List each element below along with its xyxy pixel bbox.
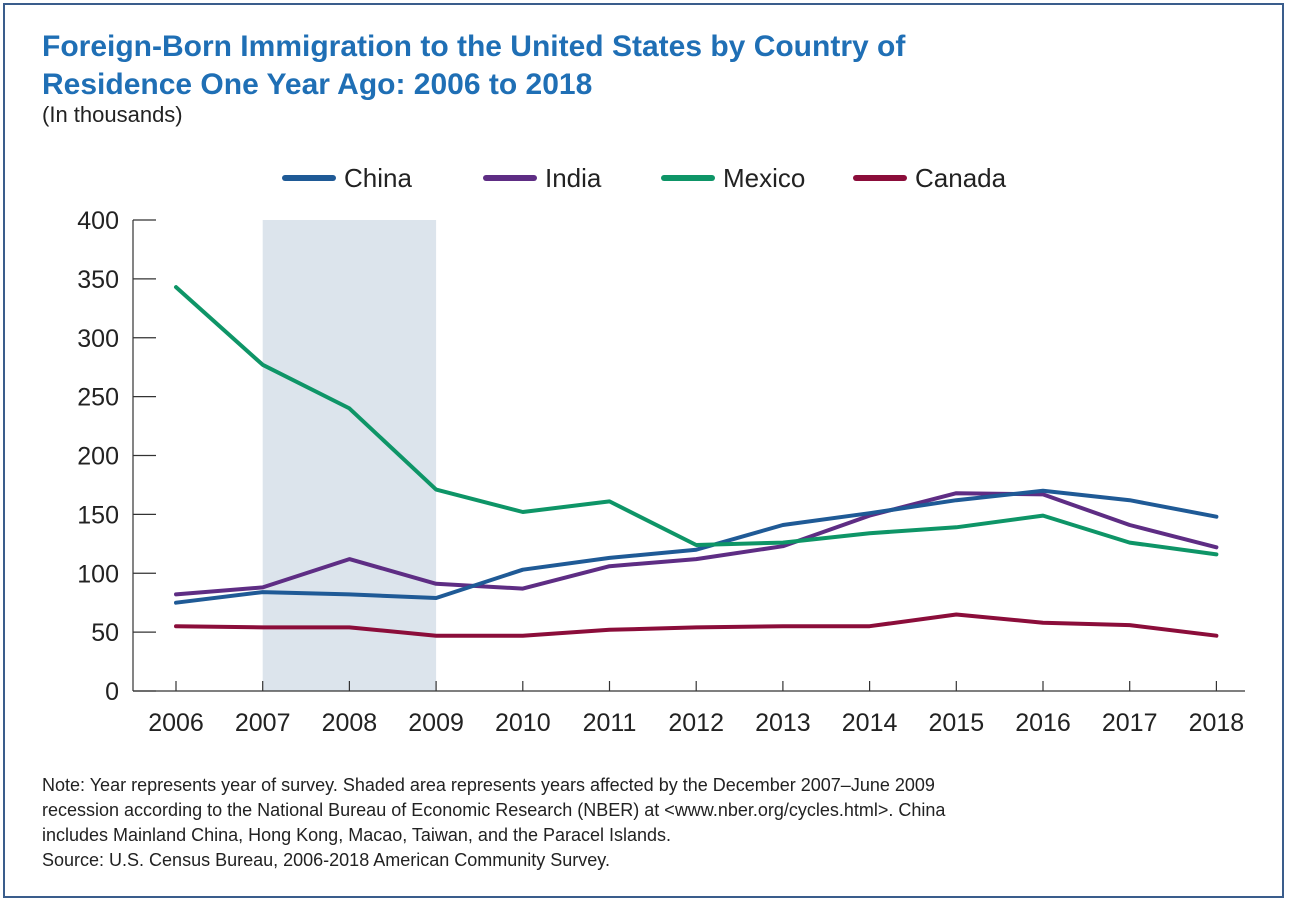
data-point-china — [174, 601, 178, 605]
legend-label-mexico: Mexico — [723, 163, 805, 193]
x-tick-label: 2009 — [408, 709, 464, 737]
data-point-india — [781, 544, 785, 548]
data-point-mexico — [954, 525, 958, 529]
data-point-india — [174, 592, 178, 596]
data-point-canada — [1214, 634, 1218, 638]
data-point-canada — [868, 624, 872, 628]
x-tick-label: 2015 — [928, 709, 984, 737]
data-point-china — [1128, 498, 1132, 502]
x-tick-label: 2007 — [235, 709, 291, 737]
data-point-china — [347, 592, 351, 596]
data-point-canada — [174, 624, 178, 628]
x-tick-label: 2013 — [755, 709, 811, 737]
series-line-mexico — [174, 285, 1219, 557]
y-tick-label: 400 — [77, 207, 119, 235]
data-point-china — [261, 590, 265, 594]
data-point-mexico — [608, 499, 612, 503]
data-point-mexico — [694, 543, 698, 547]
data-point-mexico — [1128, 541, 1132, 545]
data-point-india — [954, 491, 958, 495]
y-tick-label: 300 — [77, 325, 119, 353]
data-point-india — [521, 587, 525, 591]
data-point-canada — [1128, 623, 1132, 627]
data-point-canada — [521, 634, 525, 638]
data-point-china — [434, 596, 438, 600]
x-tick-label: 2012 — [668, 709, 724, 737]
chart-note: Note: Year represents year of survey. Sh… — [42, 773, 1262, 873]
y-tick-label: 100 — [77, 560, 119, 588]
data-point-india — [1128, 523, 1132, 527]
data-point-india — [1214, 545, 1218, 549]
series-line-canada — [174, 612, 1219, 638]
data-point-india — [694, 557, 698, 561]
data-point-canada — [694, 625, 698, 629]
y-tick-label: 150 — [77, 501, 119, 529]
chart-frame — [3, 3, 1284, 898]
chart-title: Foreign-Born Immigration to the United S… — [42, 28, 1242, 104]
chart-subtitle: (In thousands) — [42, 102, 183, 127]
note-line-3: includes Mainland China, Hong Kong, Maca… — [42, 825, 672, 845]
y-tick-label: 350 — [77, 266, 119, 294]
data-point-mexico — [174, 285, 178, 289]
x-tick-label: 2008 — [322, 709, 378, 737]
source-line: Source: U.S. Census Bureau, 2006-2018 Am… — [42, 850, 610, 870]
legend-label-canada: Canada — [915, 163, 1007, 193]
data-point-mexico — [434, 488, 438, 492]
note-line-2: recession according to the National Bure… — [42, 800, 946, 820]
x-tick-label: 2006 — [148, 709, 204, 737]
x-tick-label: 2017 — [1102, 709, 1158, 737]
data-point-india — [261, 585, 265, 589]
chart-title-line-2: Residence One Year Ago: 2006 to 2018 — [42, 68, 593, 101]
data-point-china — [608, 556, 612, 560]
x-tick-label: 2010 — [495, 709, 551, 737]
data-point-mexico — [1214, 552, 1218, 556]
data-point-mexico — [521, 510, 525, 514]
data-point-mexico — [261, 363, 265, 367]
data-point-china — [954, 498, 958, 502]
legend-label-india: India — [545, 163, 602, 193]
data-point-china — [868, 511, 872, 515]
data-point-china — [781, 523, 785, 527]
series-line-india — [174, 491, 1219, 597]
data-point-canada — [347, 625, 351, 629]
recession-shaded-area — [262, 220, 437, 691]
y-tick-label: 250 — [77, 384, 119, 412]
data-point-canada — [261, 625, 265, 629]
x-tick-label: 2011 — [583, 709, 637, 737]
data-point-india — [347, 557, 351, 561]
legend-label-china: China — [344, 163, 412, 193]
data-point-china — [521, 568, 525, 572]
data-point-canada — [1041, 621, 1045, 625]
y-tick-label: 200 — [77, 443, 119, 471]
data-point-india — [434, 582, 438, 586]
data-point-china — [1214, 515, 1218, 519]
data-point-india — [608, 564, 612, 568]
x-tick-label: 2018 — [1189, 709, 1245, 737]
x-tick-label: 2016 — [1015, 709, 1071, 737]
chart-title-line-1: Foreign-Born Immigration to the United S… — [42, 30, 906, 63]
y-tick-label: 0 — [105, 678, 119, 706]
x-tick-label: 2014 — [842, 709, 898, 737]
data-point-canada — [434, 634, 438, 638]
data-point-mexico — [781, 541, 785, 545]
data-point-canada — [608, 628, 612, 632]
y-tick-label: 50 — [91, 619, 119, 647]
data-point-canada — [954, 612, 958, 616]
note-line-1: Note: Year represents year of survey. Sh… — [42, 775, 935, 795]
data-point-china — [694, 548, 698, 552]
data-point-canada — [781, 624, 785, 628]
data-point-mexico — [347, 406, 351, 410]
data-point-china — [1041, 489, 1045, 493]
data-point-mexico — [1041, 514, 1045, 518]
series-line-china — [174, 488, 1219, 605]
data-point-mexico — [868, 531, 872, 535]
